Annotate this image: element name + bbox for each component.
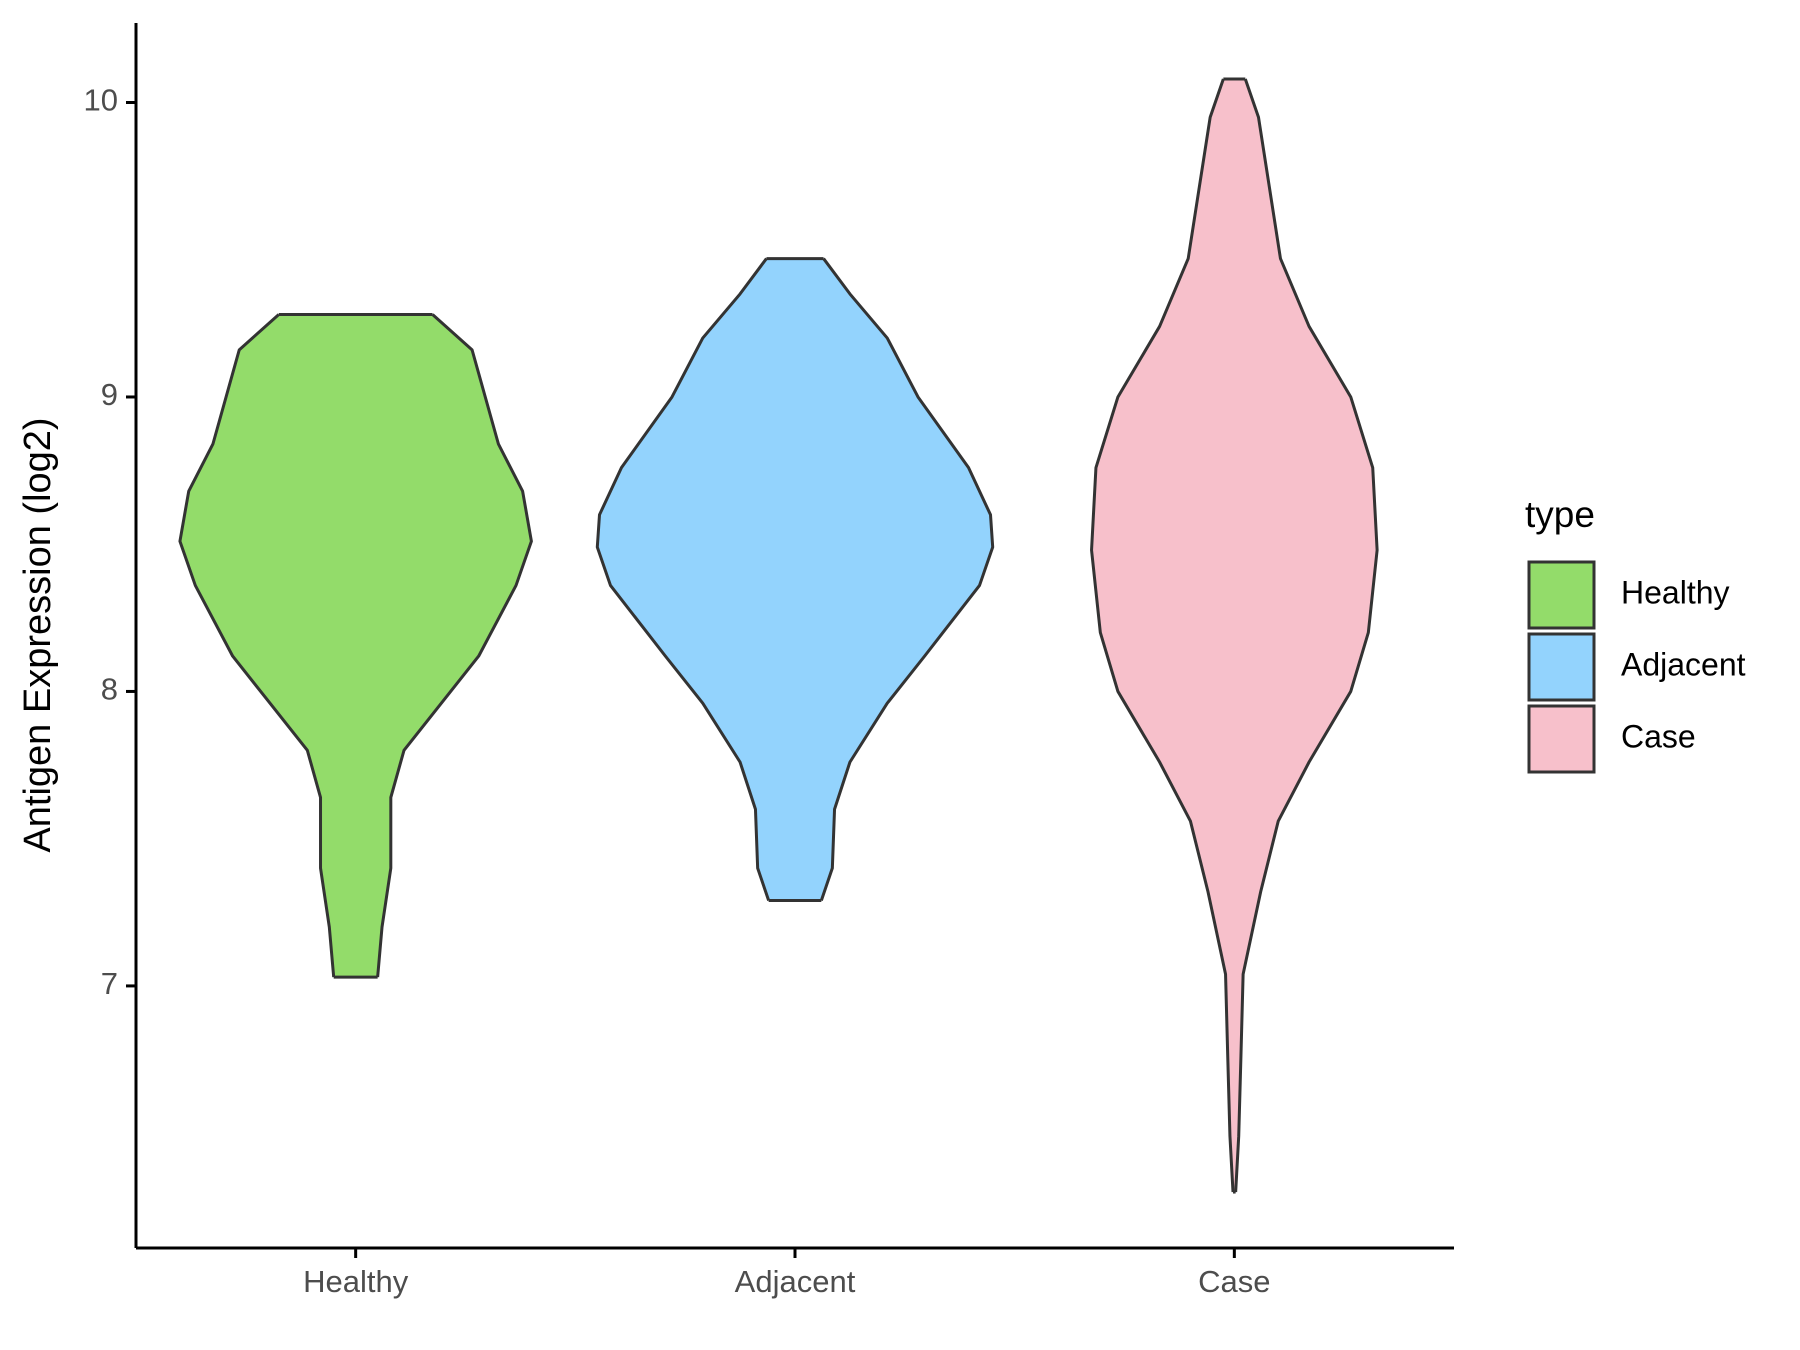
violin-outline-right [819, 257, 995, 902]
violin-outline-right [376, 313, 533, 978]
violin-outline-left [178, 313, 336, 978]
violin-outline-right [1234, 78, 1379, 1193]
legend-label: Case [1621, 718, 1696, 754]
y-tick-label: 9 [101, 377, 118, 412]
violin-outline-left [1090, 78, 1235, 1193]
legend-key [1527, 632, 1596, 702]
violin-outline-left [595, 257, 771, 902]
violin-fill [179, 314, 532, 978]
legend-label: Healthy [1621, 574, 1730, 610]
legend-key [1527, 704, 1596, 774]
y-tick-label: 7 [101, 966, 118, 1001]
legend-title: type [1525, 494, 1595, 535]
y-tick-label: 8 [101, 672, 118, 707]
x-tick-label: Case [1198, 1264, 1270, 1299]
x-tick-label: Healthy [303, 1264, 409, 1299]
y-axis-title: Antigen Expression (log2) [17, 417, 59, 852]
violin-fill [597, 258, 993, 901]
legend-key [1527, 560, 1596, 630]
x-tick-label: Adjacent [735, 1264, 856, 1299]
legend-label: Adjacent [1621, 646, 1746, 682]
y-tick-label: 10 [84, 83, 118, 118]
violin-fill [1091, 78, 1378, 1193]
